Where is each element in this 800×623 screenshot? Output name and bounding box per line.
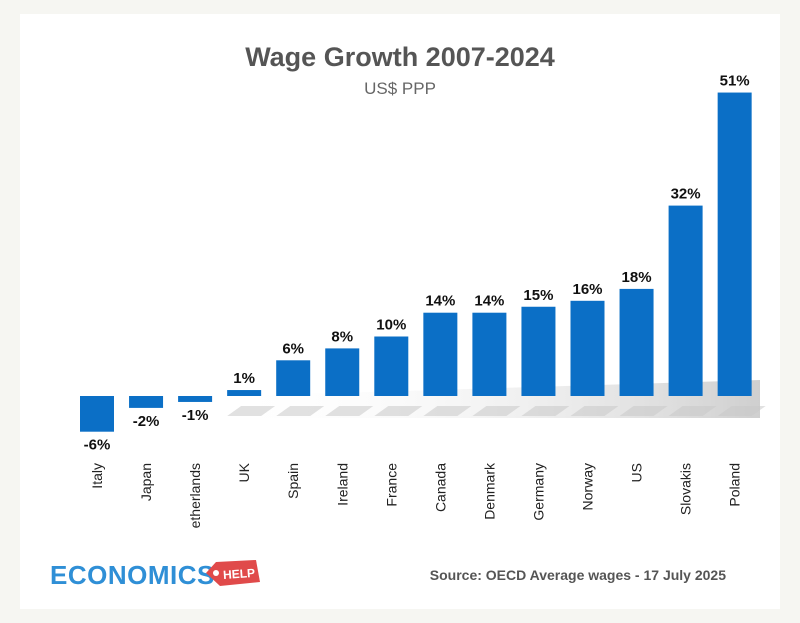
category-label: Slovakis [678,463,694,515]
bar [570,300,605,396]
category-label: Poland [727,463,743,507]
bar [619,288,654,396]
bar-shadow [374,406,423,416]
data-label: 15% [523,287,553,304]
data-label: 8% [331,328,353,345]
bar-chart: Wage Growth 2007-2024 US$ PPP -6% -2% -1% 1… [50,42,766,590]
category-label: Spain [285,463,301,499]
economics-help-logo: ECONOMICS HELP [50,560,260,590]
chart-title: Wage Growth 2007-2024 [245,42,555,72]
bar-shadow [325,406,374,416]
category-label: Denmark [481,462,497,520]
data-label: -2% [133,413,160,430]
category-label: Japan [138,463,154,501]
bar [325,348,360,396]
bars-group [80,92,752,432]
bar [374,336,409,396]
data-label: 14% [474,293,504,310]
logo-tag-text: HELP [223,566,256,582]
bar-shadow [619,406,668,416]
data-label: -6% [84,437,111,454]
bar [521,306,556,396]
chart-card: Wage Growth 2007-2024 US$ PPP -6% -2% -1% 1… [20,14,780,609]
logo-tag-shape [206,560,260,586]
data-label: 16% [572,281,602,298]
chart-subtitle: US$ PPP [364,79,436,98]
category-label: Germany [530,463,546,521]
bar-shadow [276,406,325,416]
data-label: 51% [720,73,750,90]
bar [472,312,507,396]
bar-shadow [668,406,717,416]
bar-shadow [521,406,570,416]
category-label: Italy [89,463,105,489]
bar-shadow [227,406,276,416]
category-label: France [383,463,399,507]
bar-shadow [472,406,521,416]
category-label: etherlands [187,463,203,528]
source-note: Source: OECD Average wages - 17 July 202… [430,567,726,583]
data-label: 18% [622,269,652,286]
category-label: US [629,463,645,482]
bar-shadow [423,406,472,416]
data-labels-group: -6% -2% -1% 1% 6% 8% 10% 14% 14% 15% 16% 18% 32% 51% [84,73,750,454]
category-label: Ireland [334,463,350,506]
category-label: Norway [580,463,596,510]
data-label: 14% [425,293,455,310]
bar [129,396,164,408]
data-label: 6% [282,340,304,357]
bar-shadow [717,406,766,416]
bar [717,92,752,397]
data-label: 1% [233,370,255,387]
data-label: 10% [376,317,406,334]
bar [178,396,213,402]
category-label: Canada [432,463,448,512]
category-label: UK [236,462,252,482]
data-label: -1% [182,407,209,424]
bar [227,390,262,396]
bar [668,205,703,396]
bar [276,360,311,396]
bar-shadow [570,406,619,416]
logo-text: ECONOMICS [50,560,215,590]
bar [80,396,114,432]
category-labels-group: Italy Japan etherlands UK Spain Ireland France… [89,462,743,528]
bar [423,312,458,396]
logo-tag-hole [213,570,219,576]
data-label: 32% [671,186,701,203]
